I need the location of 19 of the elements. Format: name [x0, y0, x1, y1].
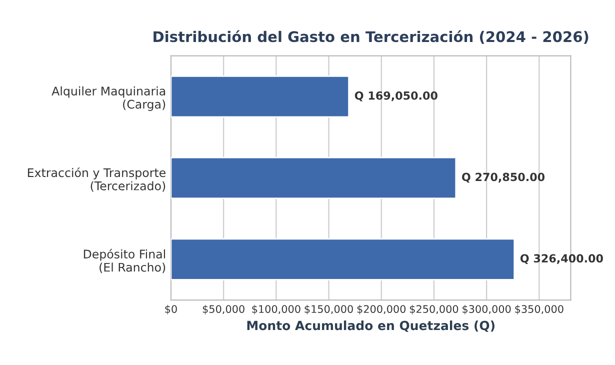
- bar: [170, 76, 350, 118]
- x-tick-label: $250,000: [410, 304, 458, 314]
- data-label: Q 326,400.00: [520, 254, 603, 264]
- x-axis-title: Monto Acumulado en Quetzales (Q): [247, 320, 494, 332]
- chart-title: Distribución del Gasto en Tercerización (2024 - 2026): [154, 30, 588, 44]
- data-label: Q 270,850.00: [462, 172, 545, 183]
- y-tick-label: Alquiler Maquinaria (Carga): [52, 86, 166, 111]
- bar: [170, 156, 457, 199]
- y-tick-label: Extracción y Transporte (Tercerizado): [28, 168, 166, 192]
- data-label: Q 169,050.00: [354, 91, 438, 102]
- bar: [170, 238, 516, 280]
- y-tick-label: Depósito Final (El Rancho): [84, 248, 166, 274]
- x-tick-label: $150,000: [304, 304, 353, 314]
- x-tick-label: $200,000: [357, 304, 406, 314]
- x-tick-label: $50,000: [202, 304, 244, 314]
- x-tick-label: $0: [165, 304, 177, 314]
- x-tick-label: $350,000: [515, 304, 564, 314]
- x-tick-label: $100,000: [252, 304, 300, 314]
- x-tick-label: $300,000: [462, 304, 511, 314]
